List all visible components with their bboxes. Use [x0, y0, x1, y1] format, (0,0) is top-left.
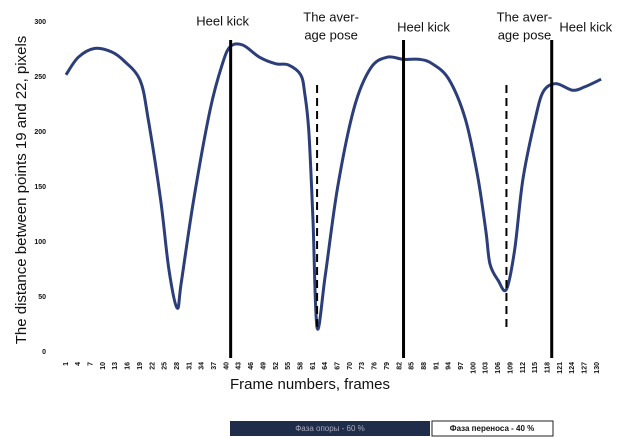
x-tick-label: 118 — [544, 362, 551, 373]
x-tick-label: 103 — [483, 362, 490, 374]
x-tick-label: 25 — [162, 362, 169, 370]
x-tick-label: 97 — [458, 362, 465, 370]
x-tick-label: 94 — [446, 362, 453, 370]
x-tick-label: 112 — [520, 362, 527, 373]
y-tick-label: 300 — [34, 19, 46, 26]
x-tick-label: 88 — [421, 362, 428, 370]
x-tick-label: 7 — [88, 362, 95, 366]
x-tick-label: 52 — [273, 362, 280, 370]
phase-bar-swing — [431, 420, 554, 437]
x-tick-label: 130 — [594, 362, 601, 374]
phase-bar-support — [230, 421, 430, 436]
x-tick-label: 46 — [248, 362, 255, 370]
x-tick-label: 34 — [199, 362, 206, 370]
x-tick-label: 4 — [75, 362, 82, 366]
annotation: The aver- — [303, 9, 359, 24]
annotation: Heel kick — [397, 19, 450, 34]
x-tick-label: 10 — [100, 362, 107, 370]
y-tick-label: 50 — [38, 294, 46, 301]
y-tick-label: 100 — [34, 239, 46, 246]
x-tick-label: 37 — [211, 362, 218, 370]
x-tick-label: 13 — [112, 362, 119, 370]
x-tick-label: 22 — [149, 362, 156, 370]
x-tick-label: 100 — [470, 362, 477, 374]
x-tick-label: 70 — [347, 362, 354, 370]
annotation: age pose — [498, 27, 552, 42]
x-tick-label: 91 — [433, 362, 440, 370]
x-tick-label: 43 — [236, 362, 243, 370]
data-line — [64, 42, 602, 331]
x-tick-label: 16 — [125, 362, 132, 370]
x-tick-label: 64 — [322, 362, 329, 370]
x-tick-label: 40 — [223, 362, 230, 370]
x-tick-label: 49 — [260, 362, 267, 370]
x-tick-label: 73 — [359, 362, 366, 370]
y-tick-label: 0 — [42, 349, 46, 356]
y-tick-label: 200 — [34, 129, 46, 136]
y-axis-label: The distance between points 19 and 22, p… — [13, 36, 30, 345]
x-tick-label: 82 — [396, 362, 403, 370]
phase-label: Фаза переноса - 40 % — [450, 424, 535, 433]
x-tick-label: 85 — [409, 362, 416, 370]
annotation: Heel kick — [559, 19, 612, 34]
x-tick-label: 19 — [137, 362, 144, 370]
x-tick-label: 115 — [532, 362, 539, 373]
x-tick-label: 106 — [495, 362, 502, 374]
x-tick-label: 55 — [285, 362, 292, 370]
x-axis-label: Frame numbers, frames — [230, 376, 390, 393]
y-tick-label: 250 — [34, 74, 46, 81]
x-tick-label: 58 — [297, 362, 304, 370]
x-tick-label: 31 — [186, 362, 193, 370]
x-tick-label: 124 — [569, 362, 576, 374]
x-tick-label: 79 — [384, 362, 391, 370]
x-tick-label: 1 — [63, 362, 70, 366]
x-tick-label: 127 — [581, 362, 588, 374]
annotation: The aver- — [497, 9, 553, 24]
x-tick-label: 61 — [310, 362, 317, 370]
x-tick-label: 109 — [507, 362, 514, 374]
y-tick-label: 150 — [34, 184, 46, 191]
annotation: Heel kick — [196, 13, 249, 28]
x-tick-label: 28 — [174, 362, 181, 370]
phase-label: Фаза опоры - 60 % — [295, 424, 365, 433]
annotation: age pose — [304, 27, 358, 42]
x-tick-label: 76 — [372, 362, 379, 370]
x-tick-label: 67 — [335, 362, 342, 370]
x-tick-label: 121 — [557, 362, 564, 374]
